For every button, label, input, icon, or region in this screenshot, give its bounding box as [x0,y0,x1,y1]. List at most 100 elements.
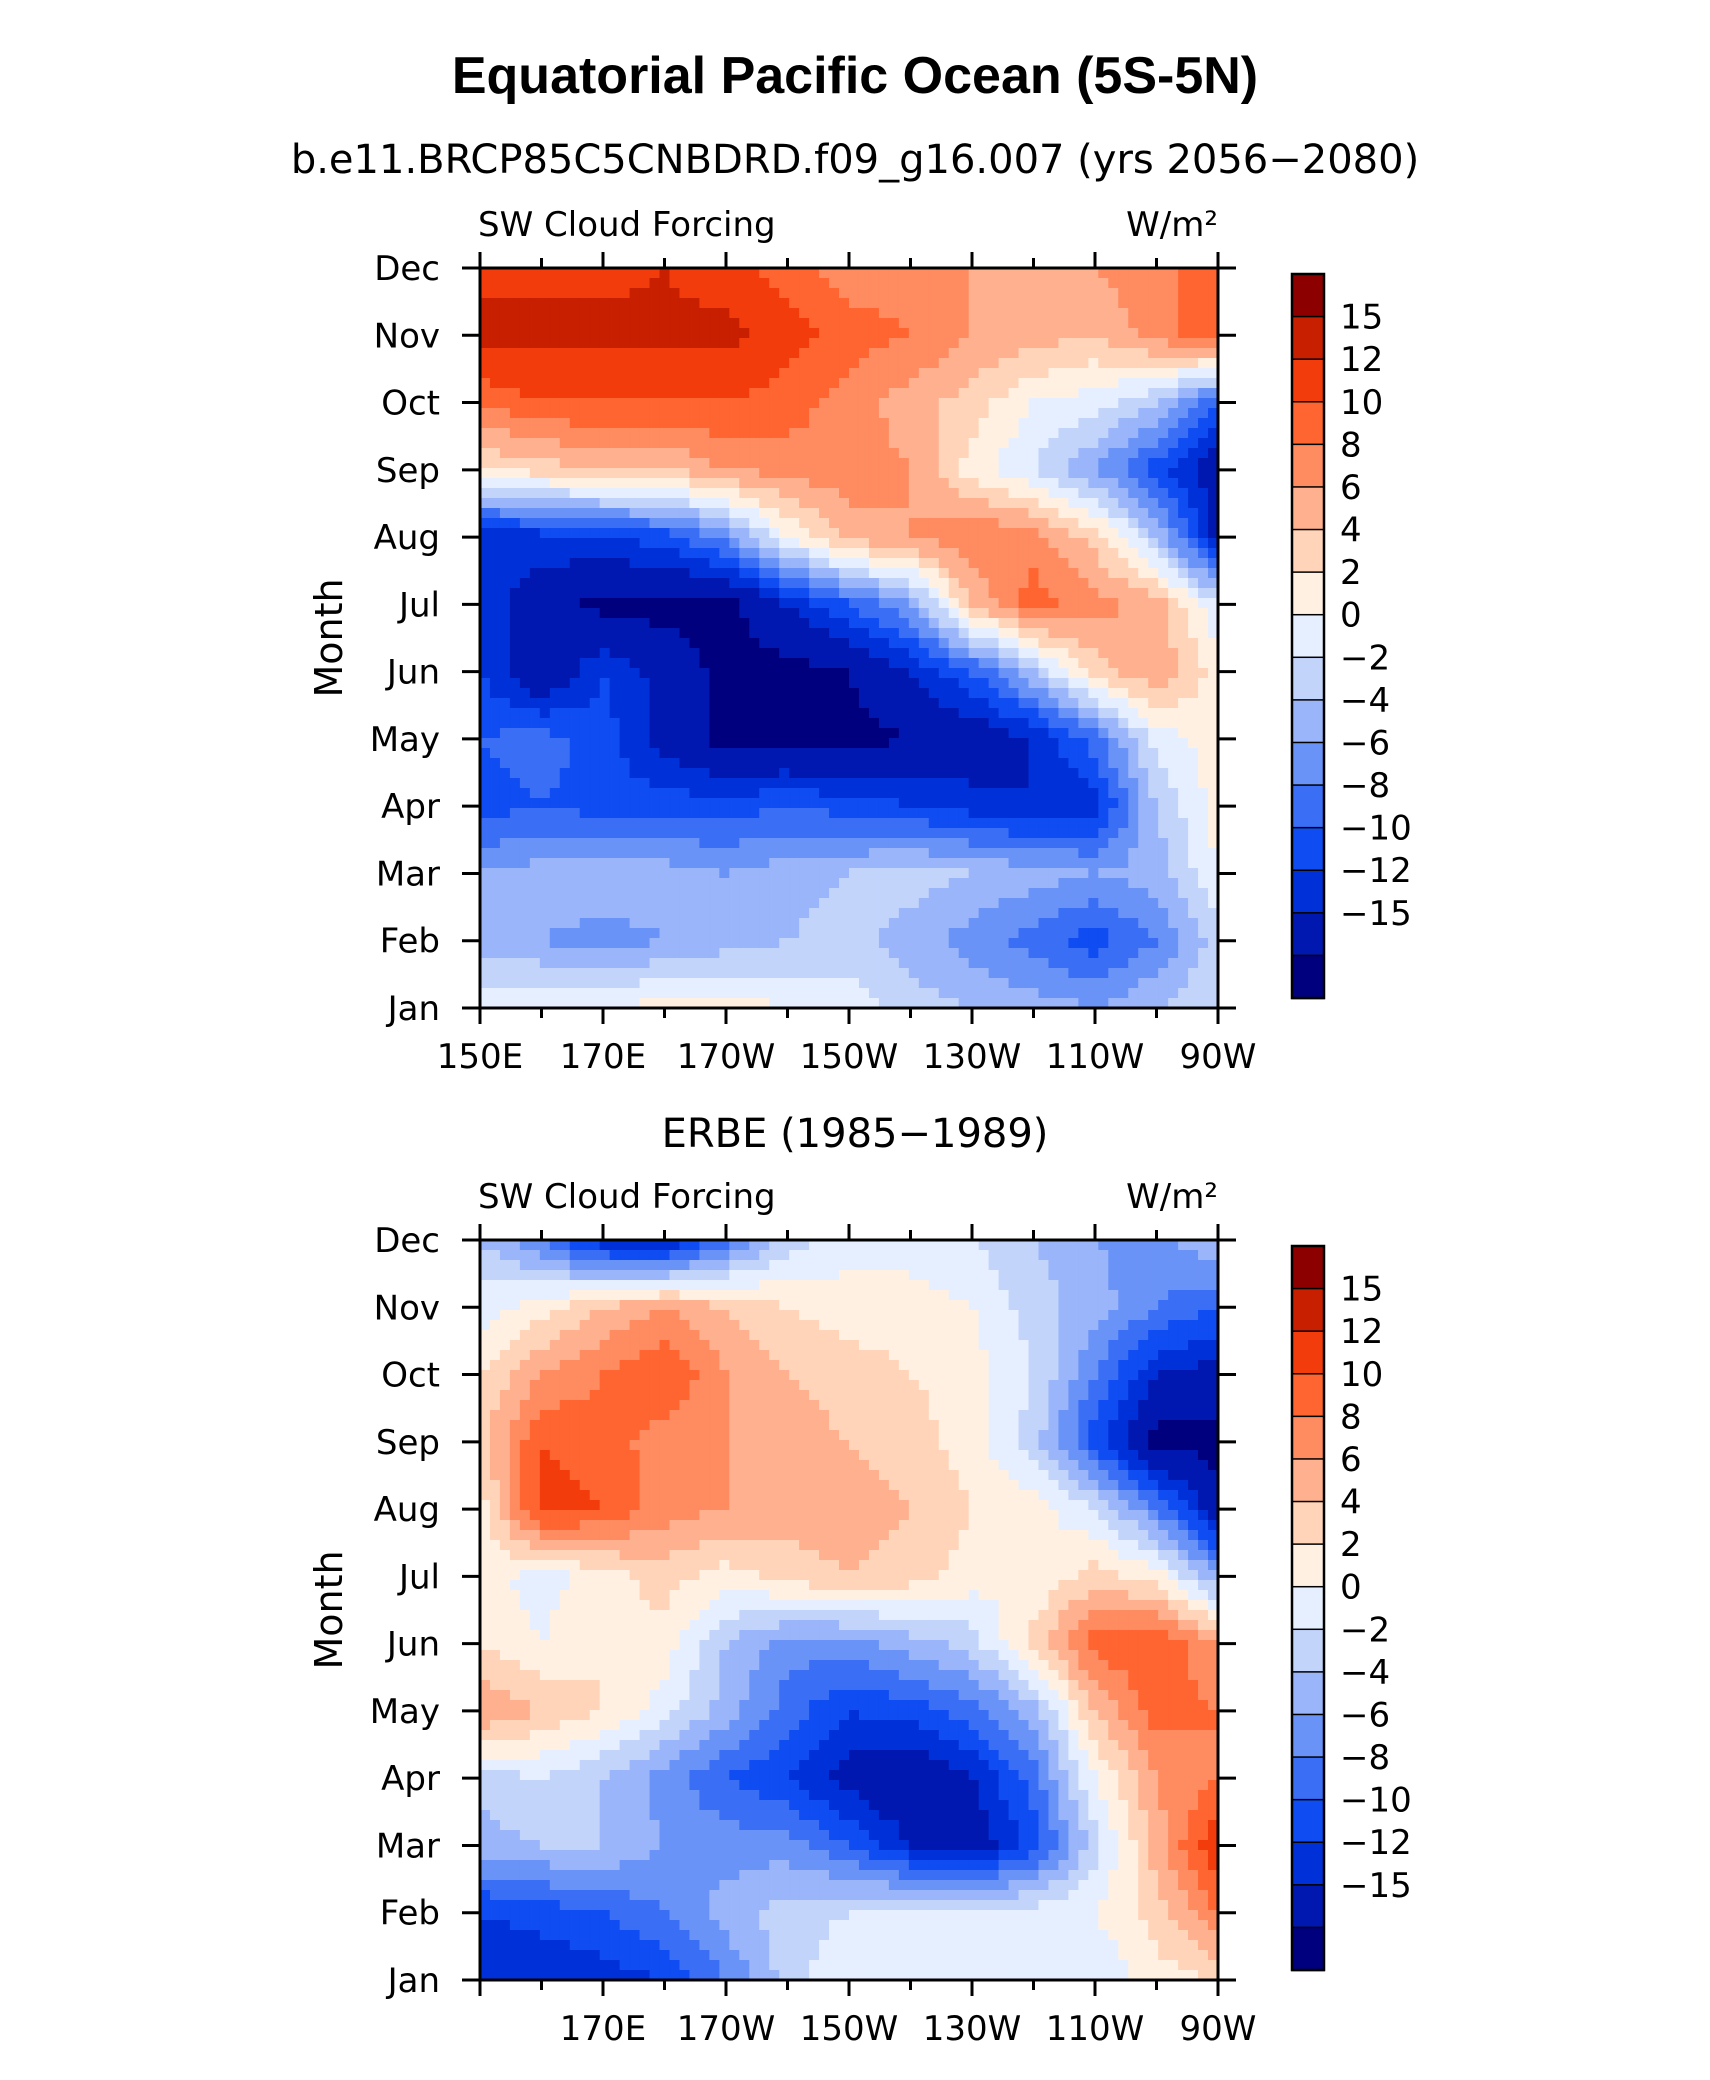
heatmap-cell [649,748,661,759]
heatmap-cell [1018,348,1030,359]
heatmap-cell [878,328,890,339]
heatmap-cell [569,328,581,339]
heatmap-cell [1028,738,1040,749]
heatmap-cell [699,798,710,809]
heatmap-cell [589,358,601,369]
heatmap-cell [898,828,910,839]
heatmap-cell [529,638,541,649]
heatmap-cell [938,478,950,489]
heatmap-cell [719,548,730,559]
heatmap-cell [669,688,681,699]
heatmap-cell [968,458,980,469]
heatmap-cell [709,728,720,739]
heatmap-cell [908,278,920,289]
heatmap-cell [1208,668,1219,679]
heatmap-cell [699,278,710,289]
heatmap-cell [858,528,870,539]
heatmap-cell [849,918,860,929]
heatmap-cell [1038,558,1050,569]
heatmap-cell [559,278,571,289]
heatmap-cell [1108,398,1119,409]
heatmap-cell [689,728,700,739]
heatmap-cell [559,618,571,629]
heatmap-cell [988,698,1000,709]
heatmap-cell [749,748,760,759]
heatmap-cell [1208,288,1219,299]
heatmap-cell [759,858,770,869]
heatmap-cell [1158,278,1169,289]
heatmap-cell [858,838,870,849]
heatmap-cell [998,588,1010,599]
heatmap-cell [629,468,641,479]
heatmap-cell [1198,478,1209,489]
heatmap-cell [799,308,810,319]
heatmap-cell [1168,268,1179,279]
heatmap-cell [619,558,631,569]
heatmap-cell [1138,728,1149,739]
heatmap-cell [829,818,840,829]
heatmap-cell [609,478,621,489]
heatmap-cell [898,698,910,709]
heatmap-cell [559,338,571,349]
heatmap-cell [1088,428,1099,439]
heatmap-cell [1008,388,1020,399]
heatmap-cell [988,388,1000,399]
heatmap-cell [958,368,970,379]
heatmap-cell [599,518,611,529]
heatmap-cell [799,648,810,659]
heatmap-cell [1038,808,1050,819]
heatmap-cell [968,768,980,779]
heatmap-cell [1208,418,1219,429]
heatmap-cell [938,798,950,809]
heatmap-cell [1158,558,1169,569]
heatmap-cell [1018,498,1030,509]
heatmap-cell [938,418,950,429]
heatmap-cell [599,318,611,329]
heatmap-cell [739,428,750,439]
heatmap-cell [1188,478,1199,489]
heatmap-cell [988,828,1000,839]
heatmap-cell [689,918,700,929]
heatmap-cell [1008,418,1020,429]
heatmap-cell [719,318,730,329]
heatmap-cell [1148,858,1159,869]
heatmap-cell [599,438,611,449]
heatmap-cell [480,298,491,309]
heatmap-cell [1008,898,1020,909]
heatmap-cell [958,518,970,529]
heatmap-cell [589,788,601,799]
heatmap-cell [779,528,790,539]
heatmap-cell [1138,528,1149,539]
heatmap-cell [499,678,511,689]
heatmap-cell [619,638,631,649]
heatmap-cell [998,528,1010,539]
heatmap-cell [489,388,501,399]
heatmap-cell [998,768,1010,779]
heatmap-cell [799,388,810,399]
heatmap-cell [898,788,910,799]
heatmap-cell [819,428,830,439]
heatmap-cell [928,298,940,309]
heatmap-cell [1008,478,1020,489]
heatmap-cell [480,368,491,379]
heatmap-cell [480,618,491,629]
heatmap-cell [639,338,651,349]
heatmap-cell [749,668,760,679]
heatmap-cell [1118,758,1129,769]
heatmap-cell [509,568,521,579]
heatmap-cell [709,688,720,699]
heatmap-cell [529,698,541,709]
heatmap-cell [699,758,710,769]
heatmap-cell [829,308,840,319]
heatmap-cell [1058,808,1069,819]
heatmap-cell [489,818,501,829]
heatmap-cell [799,678,810,689]
heatmap-cell [858,868,870,879]
heatmap-cell [799,458,810,469]
heatmap-cell [1028,858,1040,869]
heatmap-cell [988,408,1000,419]
heatmap-cell [898,288,910,299]
heatmap-cell [809,418,820,429]
heatmap-cell [589,728,601,739]
heatmap-cell [1008,708,1020,719]
